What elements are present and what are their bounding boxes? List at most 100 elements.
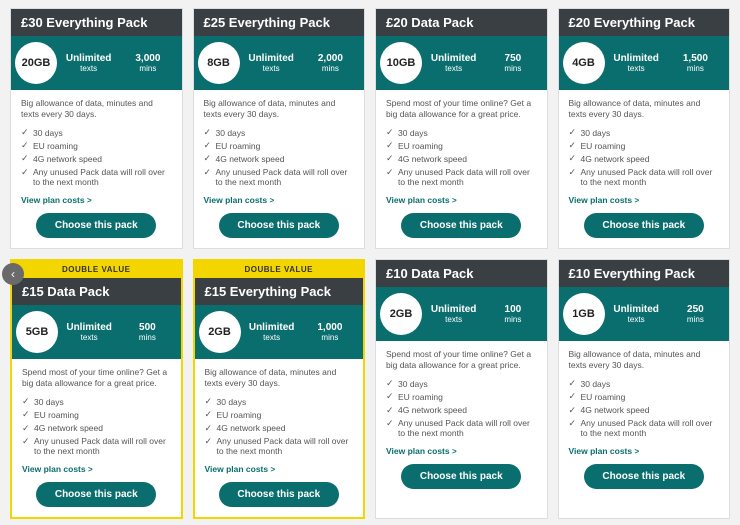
pack-title: £25 Everything Pack — [194, 9, 365, 36]
pack-stats: 20GB Unlimited texts 3,000 mins — [11, 36, 182, 90]
choose-pack-button[interactable]: Choose this pack — [36, 213, 156, 238]
texts-label: texts — [609, 315, 664, 324]
feature-item: Any unused Pack data will roll over to t… — [386, 417, 537, 440]
texts-label: texts — [244, 64, 299, 73]
promo-banner: DOUBLE VALUE — [195, 261, 364, 278]
pack-card: DOUBLE VALUE£15 Everything Pack 2GB Unli… — [193, 259, 366, 519]
texts-value: Unlimited — [609, 304, 664, 315]
feature-item: 30 days — [204, 126, 355, 139]
mins-label: mins — [303, 333, 357, 342]
view-plan-costs-link[interactable]: View plan costs > — [569, 446, 720, 456]
feature-item: 4G network speed — [204, 152, 355, 165]
feature-item: 30 days — [386, 126, 537, 139]
pack-title: £20 Everything Pack — [559, 9, 730, 36]
data-allowance-badge: 8GB — [198, 42, 240, 84]
mins-stat: 2,000 mins — [303, 53, 358, 73]
promo-banner: DOUBLE VALUE — [12, 261, 181, 278]
texts-value: Unlimited — [609, 53, 664, 64]
mins-label: mins — [120, 333, 174, 342]
view-plan-costs-link[interactable]: View plan costs > — [205, 464, 354, 474]
pack-card: DOUBLE VALUE£15 Data Pack 5GB Unlimited … — [10, 259, 183, 519]
view-plan-costs-link[interactable]: View plan costs > — [22, 464, 171, 474]
pack-stats: 1GB Unlimited texts 250 mins — [559, 287, 730, 341]
pack-card: £20 Data Pack 10GB Unlimited texts 750 m… — [375, 8, 548, 249]
mins-stat: 500 mins — [120, 322, 174, 342]
feature-item: 4G network speed — [205, 422, 354, 435]
pack-stats: 2GB Unlimited texts 1,000 mins — [195, 305, 364, 359]
pack-stats: 2GB Unlimited texts 100 mins — [376, 287, 547, 341]
chevron-right-icon: > — [88, 465, 93, 474]
pack-card: £30 Everything Pack 20GB Unlimited texts… — [10, 8, 183, 249]
chevron-right-icon: > — [635, 196, 640, 205]
choose-pack-button[interactable]: Choose this pack — [219, 482, 339, 507]
texts-stat: Unlimited texts — [244, 53, 299, 73]
texts-label: texts — [426, 315, 481, 324]
choose-pack-button[interactable]: Choose this pack — [219, 213, 339, 238]
mins-label: mins — [485, 64, 540, 73]
feature-item: 4G network speed — [21, 152, 172, 165]
view-plan-costs-link[interactable]: View plan costs > — [386, 446, 537, 456]
choose-pack-button[interactable]: Choose this pack — [401, 213, 521, 238]
feature-item: EU roaming — [386, 139, 537, 152]
link-label: View plan costs — [386, 195, 450, 205]
feature-item: Any unused Pack data will roll over to t… — [22, 435, 171, 458]
feature-item: 30 days — [21, 126, 172, 139]
view-plan-costs-link[interactable]: View plan costs > — [386, 195, 537, 205]
chevron-right-icon: > — [271, 465, 276, 474]
feature-list: 30 daysEU roaming4G network speedAny unu… — [569, 126, 720, 189]
texts-value: Unlimited — [62, 322, 116, 333]
link-label: View plan costs — [204, 195, 268, 205]
feature-item: Any unused Pack data will roll over to t… — [386, 166, 537, 189]
data-allowance-badge: 20GB — [15, 42, 57, 84]
texts-label: texts — [426, 64, 481, 73]
feature-item: EU roaming — [205, 408, 354, 421]
texts-label: texts — [245, 333, 299, 342]
pack-description: Spend most of your time online? Get a bi… — [386, 349, 537, 371]
feature-item: Any unused Pack data will roll over to t… — [569, 417, 720, 440]
chevron-right-icon: > — [635, 447, 640, 456]
pack-card: £20 Everything Pack 4GB Unlimited texts … — [558, 8, 731, 249]
texts-stat: Unlimited texts — [609, 304, 664, 324]
mins-stat: 1,000 mins — [303, 322, 357, 342]
texts-stat: Unlimited texts — [609, 53, 664, 73]
mins-value: 3,000 — [120, 53, 175, 64]
texts-value: Unlimited — [244, 53, 299, 64]
link-label: View plan costs — [205, 464, 269, 474]
link-label: View plan costs — [386, 446, 450, 456]
pack-title: £15 Everything Pack — [195, 278, 364, 305]
mins-value: 1,000 — [303, 322, 357, 333]
feature-item: EU roaming — [21, 139, 172, 152]
pack-description: Big allowance of data, minutes and texts… — [569, 98, 720, 120]
pack-title: £10 Data Pack — [376, 260, 547, 287]
view-plan-costs-link[interactable]: View plan costs > — [21, 195, 172, 205]
pack-title: £20 Data Pack — [376, 9, 547, 36]
mins-value: 750 — [485, 53, 540, 64]
pack-description: Big allowance of data, minutes and texts… — [204, 98, 355, 120]
mins-value: 2,000 — [303, 53, 358, 64]
data-allowance-badge: 4GB — [563, 42, 605, 84]
view-plan-costs-link[interactable]: View plan costs > — [204, 195, 355, 205]
feature-item: 30 days — [386, 377, 537, 390]
mins-stat: 1,500 mins — [668, 53, 723, 73]
pack-description: Big allowance of data, minutes and texts… — [205, 367, 354, 389]
texts-value: Unlimited — [426, 53, 481, 64]
carousel-back-button[interactable]: ‹ — [2, 263, 24, 285]
view-plan-costs-link[interactable]: View plan costs > — [569, 195, 720, 205]
choose-pack-button[interactable]: Choose this pack — [584, 464, 704, 489]
pack-grid: £30 Everything Pack 20GB Unlimited texts… — [10, 8, 730, 519]
feature-item: 4G network speed — [386, 404, 537, 417]
chevron-left-icon: ‹ — [11, 267, 15, 281]
texts-stat: Unlimited texts — [61, 53, 116, 73]
choose-pack-button[interactable]: Choose this pack — [584, 213, 704, 238]
mins-label: mins — [668, 315, 723, 324]
choose-pack-button[interactable]: Choose this pack — [36, 482, 156, 507]
feature-item: 4G network speed — [569, 404, 720, 417]
feature-list: 30 daysEU roaming4G network speedAny unu… — [386, 126, 537, 189]
choose-pack-button[interactable]: Choose this pack — [401, 464, 521, 489]
mins-label: mins — [303, 64, 358, 73]
pack-stats: 10GB Unlimited texts 750 mins — [376, 36, 547, 90]
chevron-right-icon: > — [452, 447, 457, 456]
link-label: View plan costs — [22, 464, 86, 474]
texts-stat: Unlimited texts — [245, 322, 299, 342]
texts-value: Unlimited — [426, 304, 481, 315]
